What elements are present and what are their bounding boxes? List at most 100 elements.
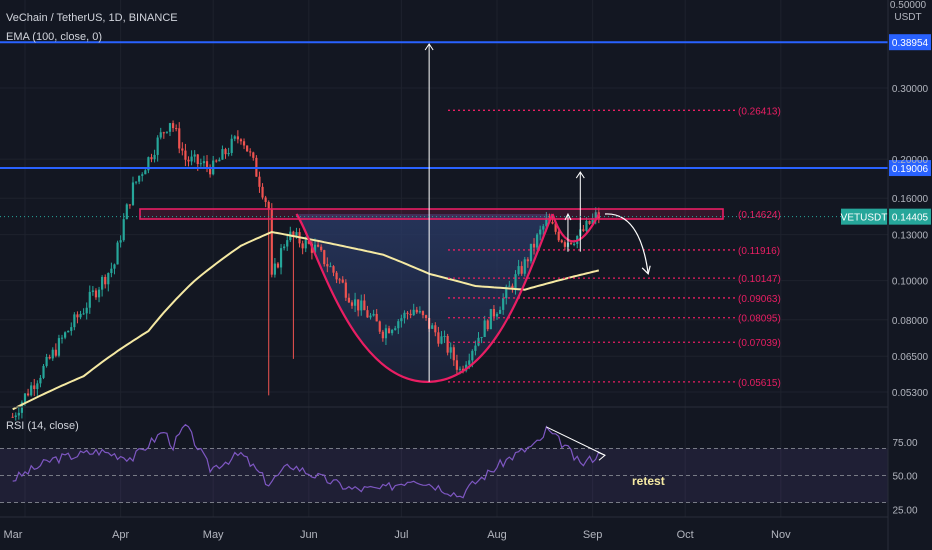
candle-body: [495, 313, 499, 317]
level-price-tag: [889, 160, 931, 177]
candle-body: [582, 229, 585, 231]
candle-body: [301, 243, 304, 249]
candle-body: [150, 157, 153, 160]
rsi-tick-label: 50.00: [892, 472, 917, 483]
candle-body: [273, 263, 276, 275]
y-tick-label: 0.30000: [892, 84, 929, 95]
candle-body: [443, 336, 446, 338]
candle-body: [286, 240, 289, 247]
arrow-head: [641, 265, 651, 275]
candle-body: [11, 416, 14, 418]
candle-body: [276, 263, 280, 268]
candle-body: [209, 166, 212, 175]
candle-body: [246, 145, 249, 152]
candle-body: [249, 151, 252, 153]
candle-body: [316, 244, 320, 247]
candle-body: [338, 279, 341, 281]
candle-body: [175, 128, 178, 130]
target-level-label: (0.09063): [738, 294, 781, 305]
candle-body: [480, 336, 483, 338]
last-price-label: 0.14405: [892, 213, 929, 224]
candle-body: [329, 266, 332, 268]
y-tick-label: 0.10000: [892, 277, 929, 288]
candle-body: [104, 276, 107, 285]
candle-body: [536, 234, 539, 248]
candle-body: [350, 302, 354, 306]
candle-body: [366, 310, 369, 318]
candle-body: [421, 311, 425, 316]
candle-body: [39, 377, 42, 384]
candle-body: [378, 321, 381, 332]
candle-body: [79, 313, 82, 318]
candle-body: [483, 320, 486, 337]
candle-body: [492, 308, 496, 317]
arrow-head: [597, 451, 606, 461]
candle-body: [412, 309, 415, 316]
candle-body: [153, 154, 156, 160]
candle-body: [381, 331, 384, 339]
candle-body: [82, 313, 85, 315]
candle-body: [415, 309, 418, 313]
rsi-tick-label: 25.00: [892, 505, 917, 516]
rsi-tick-label: 75.00: [892, 438, 917, 449]
candle-body: [551, 221, 554, 224]
x-tick-label: Nov: [771, 529, 791, 541]
candle-body: [332, 266, 335, 273]
candle-body: [42, 365, 45, 378]
cup-outline: [295, 213, 554, 383]
candle-body: [545, 217, 548, 227]
candle-body: [258, 176, 261, 187]
candle-body: [144, 170, 147, 175]
candle-body: [406, 312, 409, 314]
candle-body: [184, 150, 187, 160]
candle-body: [458, 368, 462, 370]
candle-body: [505, 286, 508, 299]
target-level-label: (0.11916): [738, 246, 780, 257]
symbol-title: VeChain / TetherUS, 1D, BINANCE: [6, 12, 178, 24]
candle-body: [159, 132, 162, 138]
candle-body: [230, 138, 233, 153]
top-partial-tick: 0.50000: [890, 0, 927, 11]
symbol-tag: [841, 208, 887, 225]
candle-body: [486, 320, 489, 330]
level-price-label: 0.38954: [892, 38, 929, 49]
candle-body: [125, 204, 128, 220]
candle-body: [292, 231, 295, 237]
candle-body: [431, 325, 434, 329]
retest-label: retest: [632, 474, 665, 488]
candle-body: [76, 314, 79, 318]
candle-body: [57, 338, 61, 356]
candle-body: [360, 300, 363, 311]
candle-body: [199, 163, 202, 165]
candle-body: [116, 242, 119, 265]
candle-body: [54, 349, 57, 356]
candle-body: [94, 290, 98, 298]
candle-body: [73, 314, 76, 328]
candle-body: [187, 159, 190, 162]
candle-body: [48, 356, 51, 359]
y-tick-label: 0.16000: [892, 194, 929, 205]
candle-body: [418, 311, 421, 313]
level-price-tag: [889, 34, 931, 51]
candle-body: [514, 274, 517, 290]
candle-body: [14, 415, 17, 417]
candle-body: [304, 240, 307, 249]
candle-body: [270, 209, 273, 275]
candle-body: [30, 385, 33, 396]
candle-body: [215, 160, 218, 162]
x-tick-label: Oct: [677, 529, 694, 541]
candle-body: [353, 299, 357, 306]
x-tick-label: Jun: [300, 529, 318, 541]
candle-body: [357, 299, 360, 311]
candle-body: [26, 393, 30, 396]
candle-body: [369, 315, 372, 318]
candle-body: [227, 152, 230, 155]
candle-body: [267, 201, 270, 210]
candle-body: [532, 243, 536, 248]
candle-body: [437, 332, 440, 344]
rsi-pane: [0, 423, 888, 503]
candle-body: [569, 242, 573, 244]
drawings: 0.38954 0.19006 (0.26413) (0.14624) (0.11916…: [0, 34, 931, 389]
